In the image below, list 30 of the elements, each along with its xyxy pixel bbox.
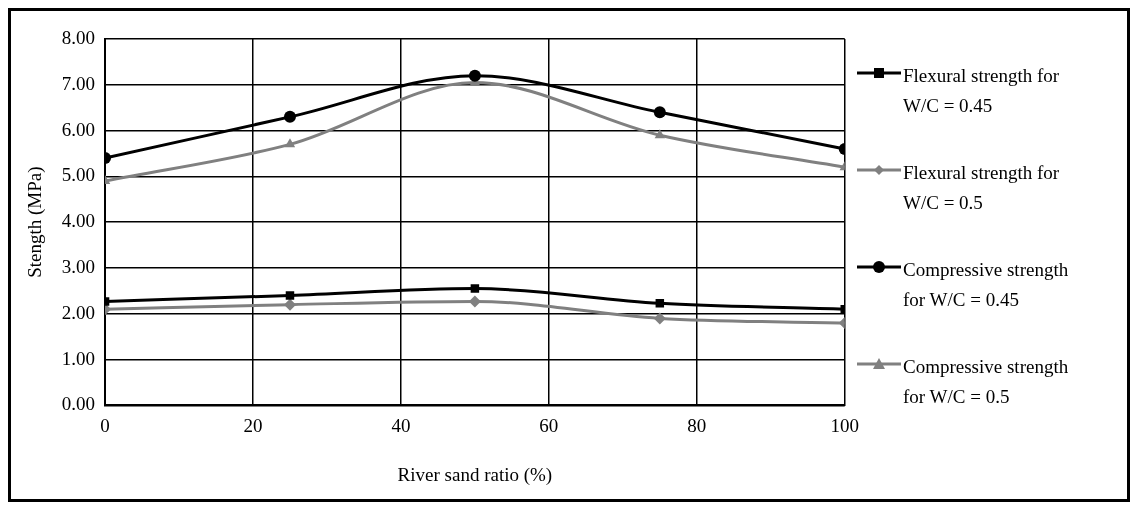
y-axis-title: Stength (MPa) [24,166,47,278]
x-tick-label: 100 [830,414,859,436]
y-tick-label: 5.00 [61,164,96,186]
point [470,284,480,293]
y-tick-label: 1.00 [61,347,96,369]
legend-label: Flexural strength for W/C = 0.45 [903,64,1061,118]
point [285,291,295,300]
y-tick-label: 6.00 [61,118,96,140]
x-tick-label: 60 [539,414,559,436]
point [653,312,666,325]
y-tick-label: 4.00 [61,210,96,232]
legend-label: Compressive strength for W/C = 0.45 [903,258,1070,312]
point [654,129,666,139]
point [284,138,296,148]
y-tick-label: 7.00 [61,72,96,94]
legend-label: Compressive strength for W/C = 0.5 [903,355,1070,409]
y-tick-label: 2.00 [61,301,96,323]
x-tick-label: 80 [687,414,707,436]
point [655,299,665,308]
point [468,69,481,82]
point [653,106,666,119]
x-tick-label: 40 [391,414,411,436]
point [283,110,296,123]
legend-label: Flexural strength for W/C = 0.5 [903,161,1061,215]
x-axis-title: River sand ratio (%) [397,463,553,486]
x-tick-label: 0 [100,414,110,436]
y-tick-label: 3.00 [61,255,96,277]
y-tick-label: 8.00 [61,26,96,48]
x-tick-label: 20 [243,414,263,436]
y-tick-label: 0.00 [61,393,96,415]
